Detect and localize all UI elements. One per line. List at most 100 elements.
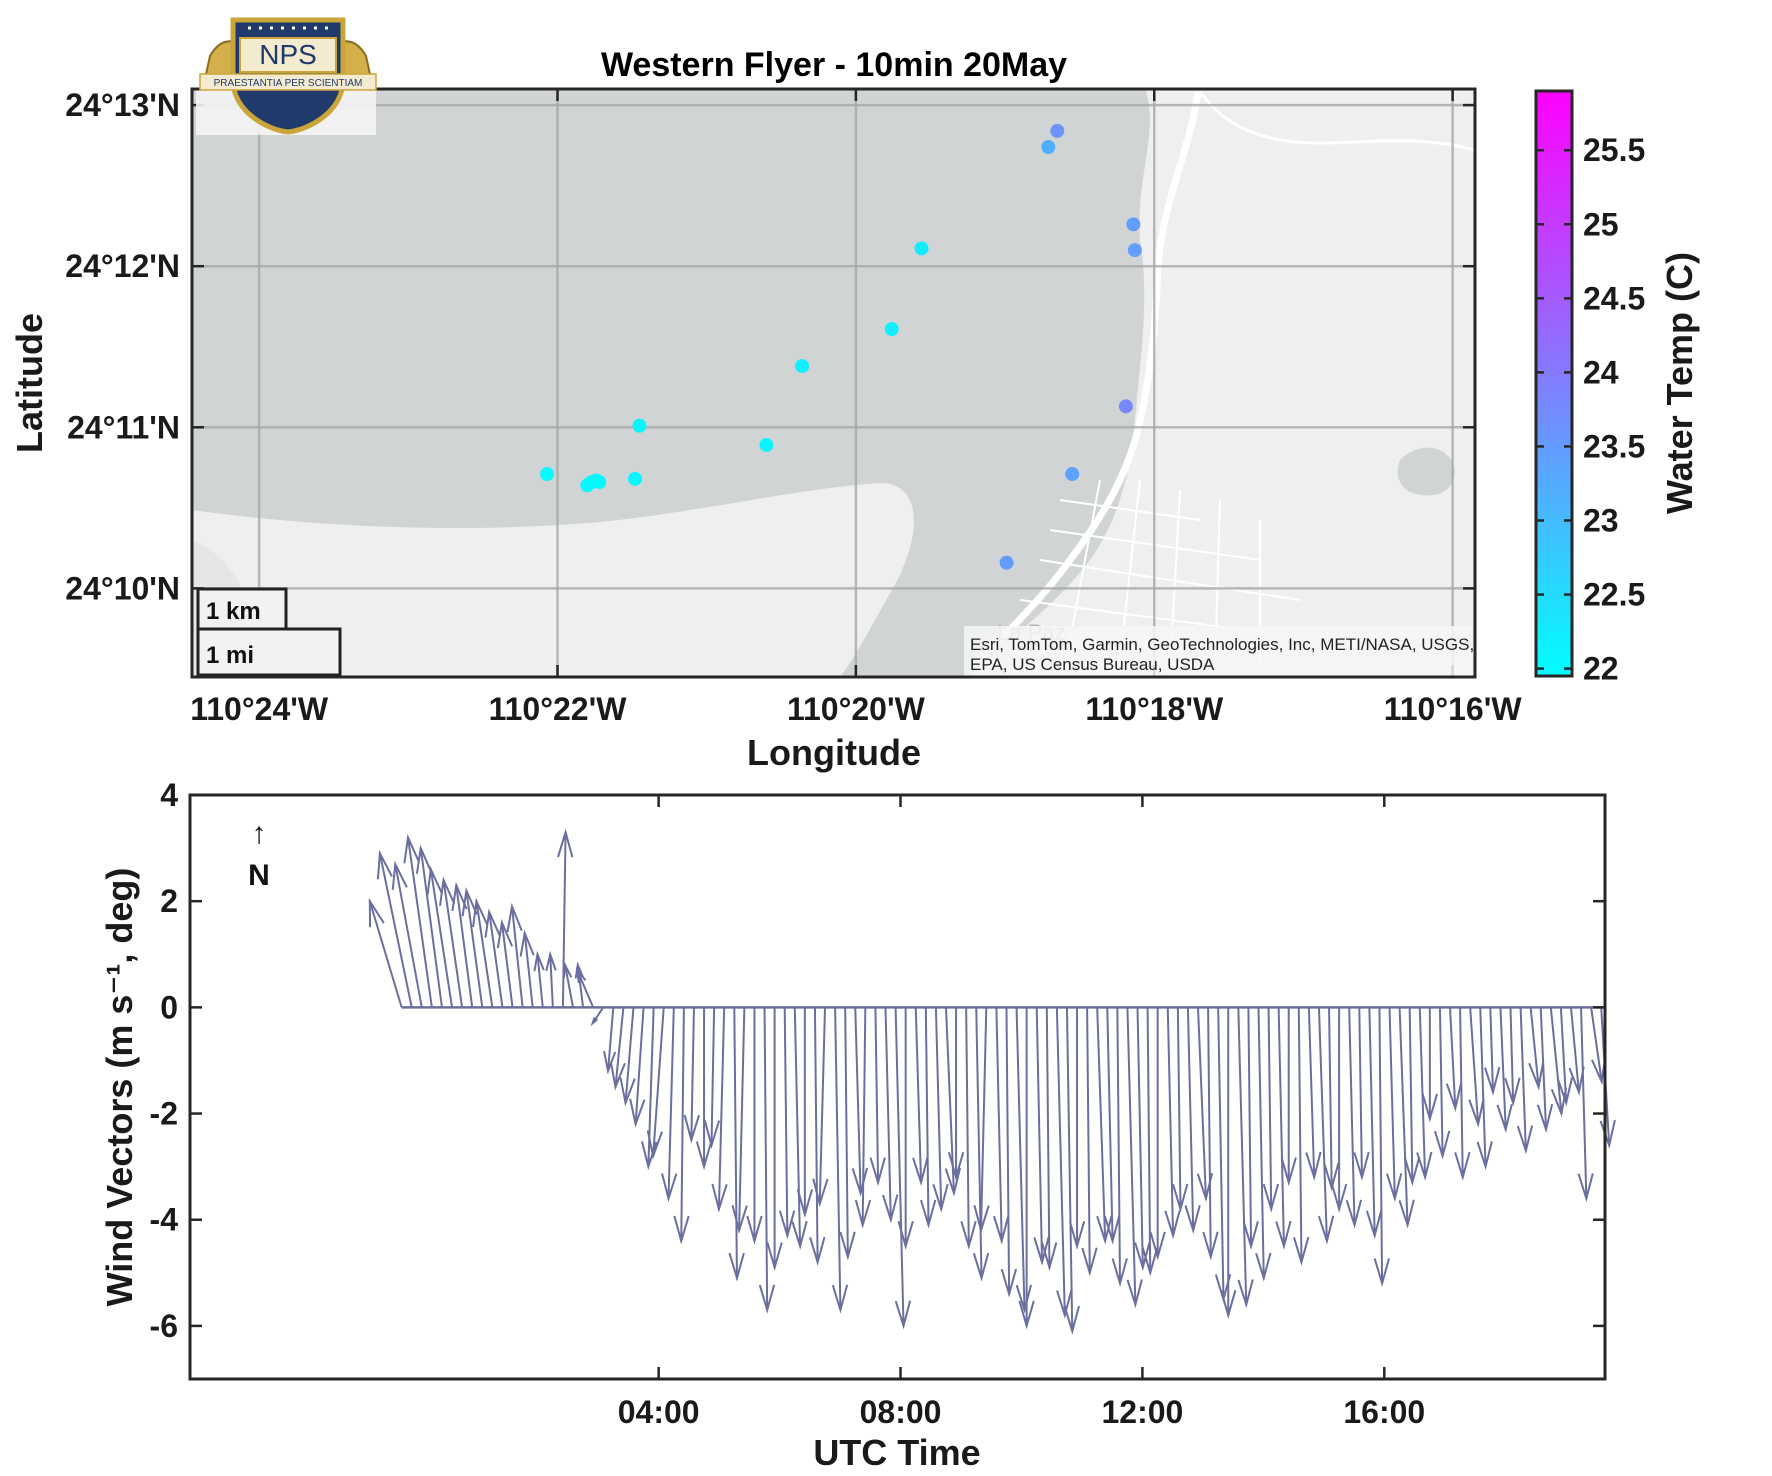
wind-vector	[500, 922, 514, 1008]
wind-vector-head	[912, 1157, 929, 1187]
colorbar-tick-label: 23	[1583, 502, 1619, 538]
wind-vector-head	[1345, 1199, 1363, 1229]
wind-vector	[614, 1007, 625, 1088]
scale-mi: 1 mi	[206, 642, 254, 669]
map-panel: 1 km 1 mi La Paz Esri, TomTom, Garmin, G…	[9, 46, 1522, 773]
colorbar-tick-label: 25.5	[1583, 132, 1645, 168]
wind-vector-head	[646, 1130, 664, 1160]
wind-vector	[793, 1007, 802, 1247]
wind-vector	[934, 1007, 943, 1210]
wind-vector-head	[992, 1215, 1010, 1245]
wind-vector	[1136, 1007, 1144, 1268]
wind-vector	[995, 1007, 1003, 1241]
north-arrow-glyph: ↑	[252, 817, 267, 850]
wind-vector-head	[1255, 1252, 1272, 1282]
wind-vector	[475, 901, 494, 1008]
wind-vector-head	[1305, 1151, 1322, 1181]
wind-vector	[419, 847, 443, 1008]
wind-vector	[975, 1007, 983, 1279]
wind-vector-head	[1275, 1220, 1292, 1250]
wind-vector-head	[609, 1061, 626, 1091]
wind-vector-head	[1599, 1119, 1616, 1150]
wind-vector	[1146, 1007, 1152, 1273]
wind-vector-head	[1421, 1093, 1438, 1123]
wind-vector	[1015, 1007, 1026, 1311]
wind-vector-head	[1398, 1199, 1415, 1229]
colorbar-tick-label: 25	[1583, 206, 1619, 242]
wind-vector	[1529, 1007, 1540, 1088]
wind-vector	[1590, 1007, 1603, 1082]
island	[1397, 447, 1455, 496]
wind-vector-head	[1068, 1221, 1086, 1250]
wind-vector	[1459, 1007, 1464, 1178]
wind-vector-head	[1041, 1242, 1058, 1272]
wind-vector-head	[944, 1167, 962, 1197]
wind-vector	[965, 1007, 970, 1247]
map-frame	[190, 87, 1477, 679]
wind-vector	[576, 969, 595, 1008]
wind-vector-head	[731, 1204, 748, 1234]
wind-vector-head	[894, 1300, 912, 1330]
wind-vector	[763, 1007, 769, 1310]
wind-vector	[442, 879, 464, 1008]
wind-panel: 04:00 08:00 12:00 16:00 -6 -4 -2 0 2 4 ↑ N UTC T…	[99, 777, 1616, 1473]
wind-vector	[818, 1007, 827, 1204]
wind-vector-head	[533, 950, 545, 972]
wind-vector	[1096, 1007, 1107, 1241]
wind-vector	[624, 1007, 635, 1104]
wind-vector	[1408, 1007, 1414, 1183]
temperature-point	[884, 322, 899, 337]
wind-vector-head	[1484, 1066, 1501, 1096]
logo-band	[239, 37, 337, 73]
wind-vector-head	[1096, 1215, 1113, 1245]
map-xtick-labels: 110°24'W 110°22'W 110°20'W 110°18'W 110°16'W	[190, 691, 1522, 727]
wind-vector-head	[484, 908, 501, 938]
wind-vector	[1348, 1007, 1356, 1226]
wind-vector-head	[851, 1167, 869, 1197]
wind-xtick-label: 04:00	[618, 1394, 700, 1430]
wind-vector-head	[1149, 1231, 1166, 1261]
colorbar-gradient	[1534, 89, 1574, 678]
map-ytick-labels: 24°10'N 24°11'N 24°12'N 24°13'N	[65, 87, 180, 606]
wind-vector	[1358, 1007, 1363, 1178]
wind-vector-head	[683, 1114, 700, 1144]
wind-vector-head	[920, 1199, 937, 1229]
wind-vector-head	[869, 1157, 886, 1187]
wind-xtick-labels: 04:00 08:00 12:00 16:00	[618, 1394, 1425, 1430]
wind-vector	[1267, 1007, 1273, 1210]
coast-road	[972, 91, 1202, 668]
map-xtick-label: 110°18'W	[1085, 691, 1224, 727]
wind-vector	[1398, 1007, 1409, 1226]
wind-vector-head	[496, 918, 514, 949]
wind-vector-head	[1323, 1162, 1340, 1192]
wind-vector-head	[766, 1242, 783, 1272]
wind-vector	[813, 1007, 819, 1263]
wind-vector	[894, 1007, 905, 1326]
wind-vector	[1035, 1007, 1044, 1263]
wind-vector	[733, 1007, 738, 1279]
wind-vector-head	[1262, 1183, 1280, 1213]
wind-xtick-label: 08:00	[860, 1394, 942, 1430]
wind-vector	[1106, 1007, 1114, 1241]
wind-vector-head	[947, 1151, 965, 1181]
wind-vector-head	[711, 1183, 728, 1213]
wind-vector	[1378, 1007, 1384, 1284]
wind-vector	[1116, 1007, 1122, 1284]
wind-vector	[455, 885, 474, 1008]
wind-vector-head	[972, 1252, 990, 1282]
wind-vector-head	[1496, 1103, 1513, 1134]
wind-vector	[1489, 1007, 1494, 1093]
wind-vector	[690, 1007, 695, 1141]
wind-vector-head	[791, 1220, 808, 1250]
wind-vector-head	[451, 881, 468, 912]
wind-vector-head	[376, 849, 393, 880]
map-grid	[192, 89, 1475, 677]
wind-vector	[1449, 1007, 1457, 1109]
map-xtick-label: 110°22'W	[489, 691, 628, 727]
wind-vector	[979, 1007, 988, 1231]
wind-ytick-label: -2	[150, 1096, 178, 1132]
wind-vector	[1257, 1007, 1265, 1279]
wind-vector	[1438, 1007, 1444, 1157]
colorbar-tick-label: 23.5	[1583, 428, 1645, 464]
south-peninsula	[192, 482, 914, 677]
